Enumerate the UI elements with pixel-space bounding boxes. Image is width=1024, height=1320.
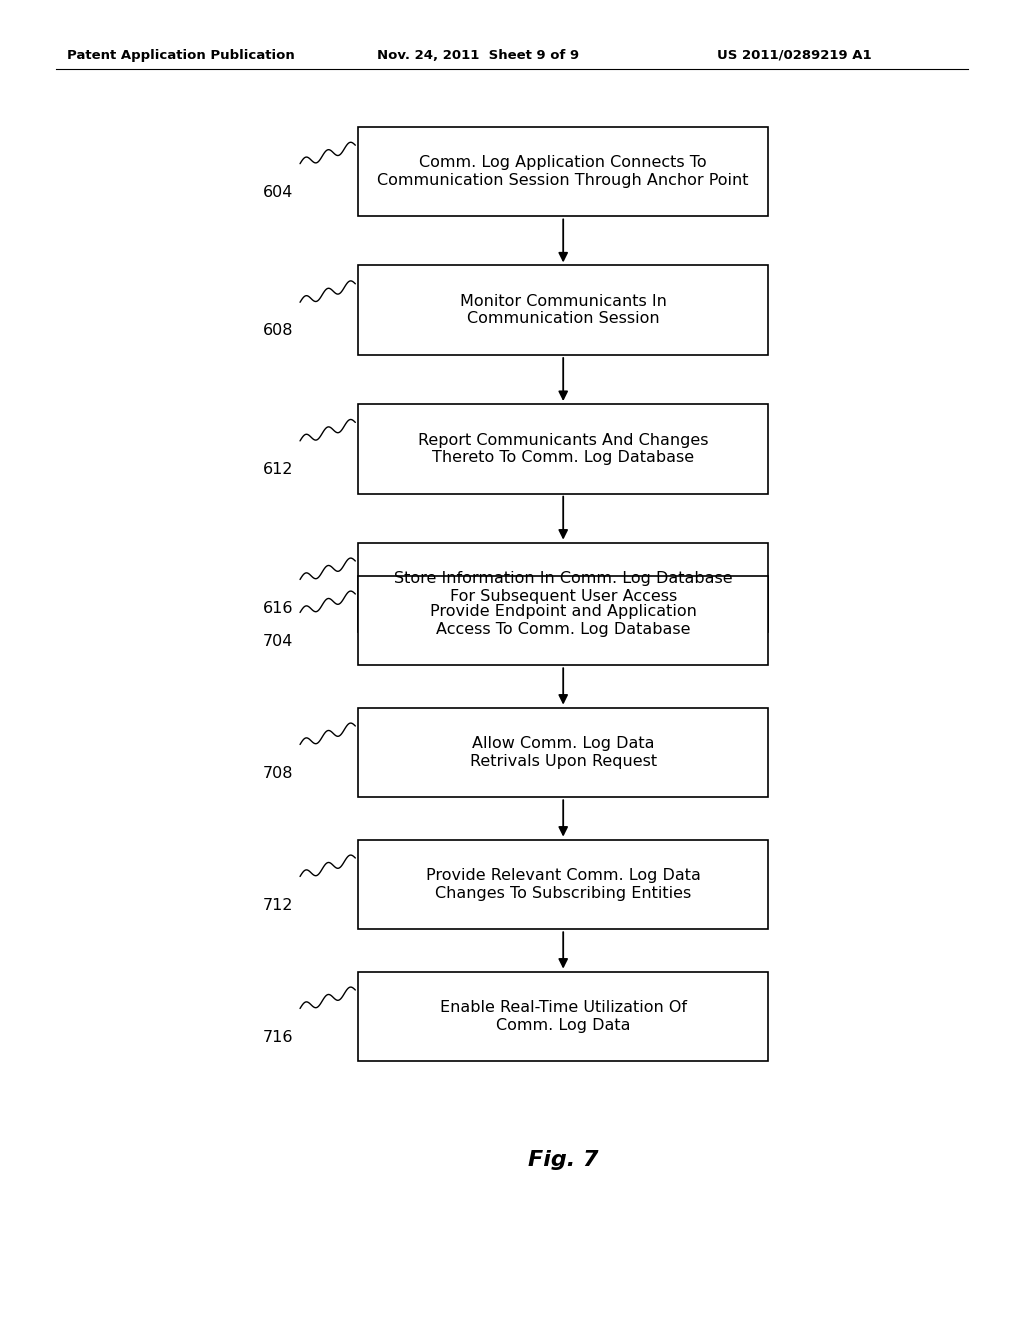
Text: 708: 708 [263, 766, 294, 780]
FancyBboxPatch shape [358, 404, 768, 494]
Text: Allow Comm. Log Data
Retrivals Upon Request: Allow Comm. Log Data Retrivals Upon Requ… [470, 737, 656, 768]
Text: Report Communicants And Changes
Thereto To Comm. Log Database: Report Communicants And Changes Thereto … [418, 433, 709, 465]
FancyBboxPatch shape [358, 576, 768, 665]
Text: Nov. 24, 2011  Sheet 9 of 9: Nov. 24, 2011 Sheet 9 of 9 [377, 49, 579, 62]
Text: Patent Application Publication: Patent Application Publication [67, 49, 294, 62]
Text: 716: 716 [263, 1030, 294, 1044]
Text: 604: 604 [263, 185, 294, 199]
Text: Fig. 7: Fig. 7 [528, 1150, 598, 1171]
Text: 712: 712 [263, 898, 294, 912]
Text: Comm. Log Application Connects To
Communication Session Through Anchor Point: Comm. Log Application Connects To Commun… [378, 156, 749, 187]
Text: Enable Real-Time Utilization Of
Comm. Log Data: Enable Real-Time Utilization Of Comm. Lo… [439, 1001, 687, 1032]
Text: Provide Relevant Comm. Log Data
Changes To Subscribing Entities: Provide Relevant Comm. Log Data Changes … [426, 869, 700, 900]
Text: US 2011/0289219 A1: US 2011/0289219 A1 [717, 49, 871, 62]
Text: Provide Endpoint and Application
Access To Comm. Log Database: Provide Endpoint and Application Access … [430, 605, 696, 636]
FancyBboxPatch shape [358, 708, 768, 797]
FancyBboxPatch shape [358, 265, 768, 355]
Text: Store Information In Comm. Log Database
For Subsequent User Access: Store Information In Comm. Log Database … [394, 572, 732, 603]
Text: 616: 616 [263, 601, 294, 615]
Text: 704: 704 [263, 634, 294, 648]
Text: 612: 612 [263, 462, 294, 477]
Text: 608: 608 [263, 323, 294, 338]
Text: Fig. 6: Fig. 6 [528, 721, 598, 742]
FancyBboxPatch shape [358, 127, 768, 216]
FancyBboxPatch shape [358, 972, 768, 1061]
FancyBboxPatch shape [358, 543, 768, 632]
FancyBboxPatch shape [358, 840, 768, 929]
Text: Monitor Communicants In
Communication Session: Monitor Communicants In Communication Se… [460, 294, 667, 326]
